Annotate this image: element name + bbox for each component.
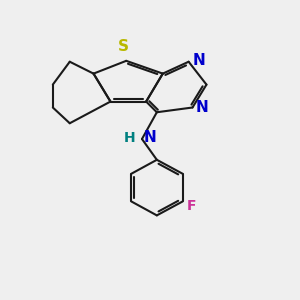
Text: S: S <box>118 39 129 54</box>
Text: H: H <box>124 130 135 145</box>
Text: N: N <box>192 53 205 68</box>
Text: N: N <box>143 130 156 145</box>
Text: N: N <box>196 100 209 115</box>
Text: F: F <box>187 199 196 213</box>
